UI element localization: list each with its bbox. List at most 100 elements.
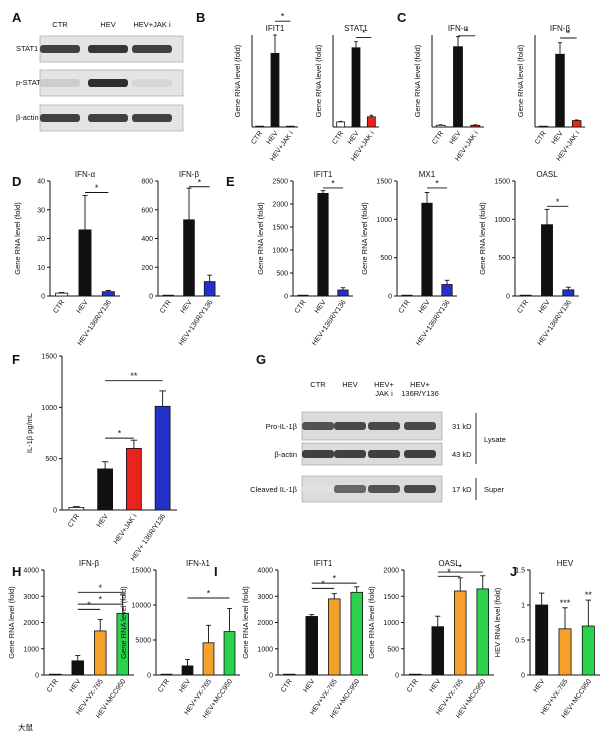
chart-h-10: IFN-β Gene RNA level (fold) 0 1000 2000 3000 4… — [7, 559, 134, 720]
y-tick-label: 1 — [521, 603, 525, 610]
y-tick-label: 1.5 — [515, 568, 525, 575]
bar-0 — [519, 294, 532, 297]
bar-0 — [160, 673, 173, 676]
y-tick-label: 1000 — [383, 620, 399, 627]
y-tick-label: 1000 — [494, 217, 510, 224]
blot-g-column-3-line-0: HEV+ — [410, 380, 430, 389]
bar-1 — [431, 626, 444, 676]
y-tick-label: 800 — [141, 179, 153, 186]
y-axis-label: Gene RNA level (fold) — [314, 44, 323, 117]
bar-0 — [336, 121, 346, 128]
blot-g-kd-2: 17 kD — [452, 485, 472, 494]
bar-1 — [317, 193, 329, 297]
blot-a-band-2-0 — [40, 114, 80, 122]
bar-2 — [327, 598, 341, 676]
y-tick-label: 400 — [141, 236, 153, 243]
y-tick-label: 3000 — [257, 594, 273, 601]
blot-g-column-0-line-0: CTR — [310, 380, 326, 389]
bar-3 — [350, 591, 363, 676]
y-tick-label: 0.5 — [515, 638, 525, 645]
blot-g-band-2-0 — [302, 485, 334, 493]
chart-i-12: IFIT1 Gene RNA level (fold) 0 1000 2000 3000 4… — [241, 559, 368, 720]
blot-g-column-1-line-0: HEV — [342, 380, 357, 389]
category-label-1: HEV — [347, 130, 361, 146]
y-axis-label: IL-1β pg/mL — [25, 413, 34, 453]
y-tick-label: 1000 — [23, 646, 39, 653]
category-label-0: CTR — [280, 678, 294, 694]
bar-2 — [101, 291, 115, 297]
significance-mark-1: * — [332, 574, 336, 584]
blot-a-row-label-2: β-actin — [16, 113, 39, 122]
category-label-0: CTR — [331, 130, 345, 146]
y-axis-label: Gene RNA level (fold) — [478, 202, 487, 275]
significance-mark-0: * — [321, 579, 325, 589]
bar-0 — [297, 294, 309, 297]
category-label-1: HEV — [178, 678, 192, 694]
category-label-1: HEV — [180, 299, 194, 315]
significance-mark-0: * — [281, 12, 285, 22]
bar-0 — [162, 294, 175, 297]
chart-title: IFN-α — [448, 24, 469, 33]
bar-2 — [94, 630, 107, 676]
y-tick-label: 500 — [45, 456, 57, 463]
blot-g-band-2-3 — [404, 485, 436, 493]
panel-label-b: B — [196, 10, 205, 25]
y-tick-label: 0 — [395, 673, 399, 680]
y-tick-label: 200 — [141, 265, 153, 272]
y-tick-label: 10000 — [132, 603, 152, 610]
category-label-0: CTR — [159, 299, 173, 315]
y-axis-label: Gene RNA level (fold) — [256, 202, 265, 275]
significance-mark-bar-1: ** — [585, 590, 593, 600]
category-label-1: HEV — [538, 299, 552, 315]
bar-2 — [337, 289, 349, 297]
bar-3 — [154, 405, 171, 511]
y-tick-label: 0 — [41, 294, 45, 301]
y-tick-label: 500 — [380, 255, 392, 262]
y-axis-label: Gene RNA level (fold) — [233, 44, 242, 117]
category-label-0: CTR — [431, 130, 445, 146]
bar-1 — [183, 219, 195, 297]
chart-title: OASL — [438, 559, 460, 568]
y-tick-label: 500 — [276, 271, 288, 278]
blot-g-kd-0: 31 kD — [452, 422, 472, 431]
bar-0 — [435, 124, 446, 128]
category-label-1: HEV — [418, 299, 432, 315]
blot-g-band-2-2 — [368, 485, 400, 493]
y-tick-label: 1500 — [272, 225, 288, 232]
bar-1 — [181, 665, 194, 676]
y-tick-label: 0 — [149, 294, 153, 301]
panel-label-j: J — [510, 564, 517, 579]
chart-e-6: IFIT1 Gene RNA level (fold) 0 500 1000 1500 20… — [256, 170, 353, 347]
bar-0 — [408, 673, 422, 676]
y-tick-label: 3000 — [23, 594, 39, 601]
category-label-1: HEV — [551, 130, 565, 146]
blot-g-column-2-line-1: JAK i — [375, 389, 393, 398]
y-tick-label: 30 — [37, 207, 45, 214]
chart-title: OASL — [536, 170, 558, 179]
blot-g-row-label-2: Cleaved IL-1β — [250, 485, 298, 494]
chart-e-7: MX1 Gene RNA level (fold) 0 500 1000 1500 CTR H… — [360, 170, 457, 347]
chart-h-11: IFN-λ1 Gene RNA level (fold) 0 5000 10000 150… — [119, 559, 240, 720]
significance-mark-0: * — [95, 183, 99, 193]
category-label-0: CTR — [398, 299, 412, 315]
significance-mark-0: * — [331, 178, 335, 188]
blot-g-row-label-1: β-actin — [274, 450, 297, 459]
bar-2 — [285, 125, 295, 128]
bar-3 — [223, 631, 236, 676]
panel-label-c: C — [397, 10, 407, 25]
significance-mark-0: * — [465, 26, 469, 36]
bar-2 — [470, 124, 481, 128]
y-axis-label: Gene RNA level (fold) — [7, 586, 16, 659]
blot-a-column-1: HEV — [100, 20, 115, 29]
y-tick-label: 500 — [498, 255, 510, 262]
bar-1 — [453, 46, 463, 128]
y-axis-label: Gene RNA level (fold) — [516, 44, 525, 117]
y-tick-label: 20 — [37, 236, 45, 243]
bar-2 — [581, 625, 595, 676]
y-tick-label: 2000 — [23, 620, 39, 627]
